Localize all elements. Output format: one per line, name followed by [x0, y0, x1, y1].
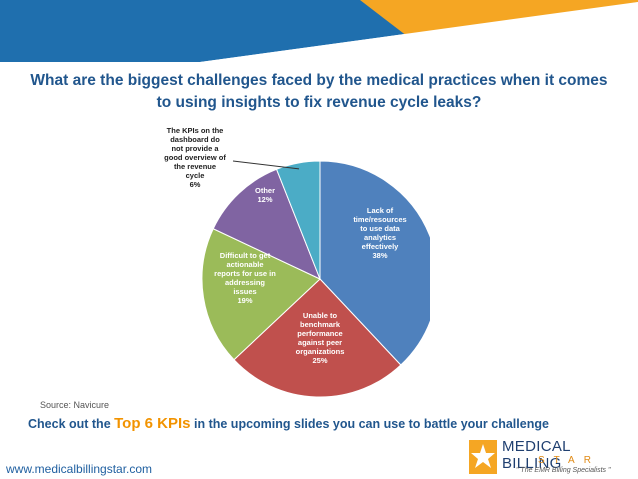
title-line-2: to using insights to fix revenue cycle l…	[156, 94, 482, 111]
pie-slice-4	[212, 168, 321, 280]
title-line-1: What are the biggest challenges faced by…	[30, 72, 608, 89]
pie-slice-1	[319, 160, 430, 366]
slice-label-3: Difficult to get actionable reports for us…	[214, 251, 276, 305]
pie-slice-3	[201, 228, 321, 361]
website-link[interactable]: www.medicalbillingstar.com	[6, 462, 153, 476]
callout-leader-line	[232, 160, 300, 170]
pie-slice-2	[233, 278, 402, 398]
logo-name: MEDICAL BILLING	[502, 438, 571, 472]
logo-tagline: " The EMR Billing Specialists "	[516, 467, 611, 474]
cta-suffix: in the upcoming slides you can use to ba…	[190, 417, 549, 431]
slice-label-2: Unable to benchmark performance against pee…	[296, 311, 345, 365]
cta-text: Check out the Top 6 KPIs in the upcoming…	[28, 415, 549, 432]
banner-white-wedge	[200, 2, 638, 62]
header-banner	[0, 0, 638, 62]
cta-prefix: Check out the	[28, 417, 115, 431]
pie-chart: Lack of time/resources to use data analytic…	[164, 126, 430, 398]
slice-label-5: The KPIs on the dashboard do not provide a…	[164, 126, 226, 189]
source-note: Source: Navicure	[40, 400, 110, 410]
slice-label-4: Other 12%	[255, 186, 275, 204]
slice-label-1: Lack of time/resources to use data analytic…	[353, 206, 406, 260]
cta-highlight: Top 6 KPIs	[114, 415, 191, 432]
page-title: What are the biggest challenges faced by…	[0, 70, 638, 114]
pie-slice-5	[275, 160, 321, 280]
company-logo: MEDICAL BILLING STAR " The EMR Billing S…	[466, 438, 634, 478]
logo-star-word: STAR	[538, 455, 600, 466]
star-logo-icon	[469, 440, 497, 474]
